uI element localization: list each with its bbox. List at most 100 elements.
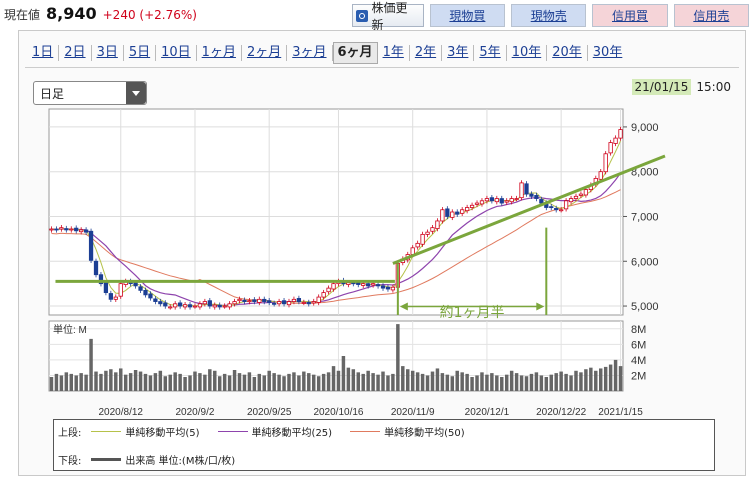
period-select[interactable]: 日足 [33,81,147,105]
range-annotation: 約1ヶ月半 [440,305,505,321]
candle-body [499,198,504,204]
volume-bar [89,338,93,391]
volume-tick-label: 6M [631,339,646,351]
candle-body [212,304,217,308]
tab-6[interactable]: 2ヶ月 [242,45,288,61]
candle-body [153,298,158,302]
volume-bar [316,376,321,391]
candle-body [504,200,509,203]
candle-body [207,300,212,307]
volume-bar [54,373,59,391]
volume-tick-label: 8M [631,324,646,336]
tab-14[interactable]: 20年 [547,45,588,61]
volume-bar [519,375,524,391]
tab-divider [25,67,739,68]
volume-bar [445,374,450,391]
time-tick-label: 2020/11/9 [391,407,435,418]
tab-2[interactable]: 3日 [92,45,124,61]
candle-body [187,304,193,308]
volume-bar [123,374,128,391]
volume-bar [173,372,177,391]
margin-sell-button[interactable]: 信用売 [673,4,749,27]
volume-bar [618,366,623,391]
candle-body [252,299,257,302]
chart-panel: 1日 2日 3日 5日 10日 1ヶ月 2ヶ月 3ヶ月 6ヶ月 1年 2年 3年 5年 10年 20年 30年… [18,30,746,476]
candle-body [83,229,89,233]
candle-body [583,189,589,196]
candle-body [415,242,420,248]
cash-sell-button[interactable]: 現物売 [511,4,587,27]
volume-bar [351,369,356,391]
candle-body [568,198,574,203]
tab-9[interactable]: 1年 [378,45,410,61]
tab-5[interactable]: 1ヶ月 [197,45,242,61]
volume-bar [420,373,425,391]
tab-3[interactable]: 5日 [124,45,157,61]
candle-body [103,282,109,294]
volume-bar [460,372,464,391]
tab-10[interactable]: 2年 [410,45,443,61]
candle-body [232,301,237,305]
candle-body [69,228,74,231]
candle-body [613,137,618,144]
period-select-value: 日足 [40,86,65,101]
volume-bar [287,373,291,391]
tab-1[interactable]: 2日 [59,45,92,61]
candle-body [385,286,391,290]
volume-tick-label: 4M [631,355,646,367]
refresh-label: 株価更新 [371,0,408,32]
volume-bar [307,373,311,391]
volume-bar [415,372,420,391]
tab-12[interactable]: 5年 [474,45,507,61]
legend-upper-row: 上段: 単純移動平均(5) 単純移動平均(25) 単純移動平均(50) [58,424,465,439]
volume-bar [252,377,257,391]
volume-bar [485,374,489,391]
volume-bar [193,371,197,391]
margin-buy-button[interactable]: 信用買 [592,4,668,27]
volume-bar [128,373,133,391]
tab-0[interactable]: 1日 [29,45,60,61]
cash-buy-button[interactable]: 現物買 [429,4,506,27]
candle-body [578,193,584,196]
candle-body [549,206,554,209]
candle-body [464,207,470,212]
volume-bar [544,377,549,391]
volume-bar [495,375,499,391]
tab-7[interactable]: 3ヶ月 [287,45,333,61]
volume-bar [302,371,306,391]
candle-body [509,198,514,203]
candle-body [519,182,524,199]
volume-bar [490,373,494,391]
candle-body [440,209,445,222]
tab-15[interactable]: 30年 [592,45,623,60]
volume-bar [321,373,326,391]
time-tick-label: 2020/12/22 [536,407,586,418]
volume-bar [366,370,370,391]
tab-4[interactable]: 10日 [156,45,197,61]
tab-13[interactable]: 10年 [507,45,548,61]
price-tick-label: 5,000 [631,301,659,313]
candle-body [286,301,292,306]
candle-body [301,302,306,304]
volume-bar [109,369,113,391]
tab-8[interactable]: 6ヶ月 [332,42,378,64]
candle-body [370,283,376,286]
volume-bar [386,375,390,391]
candle-body [445,208,450,217]
candle-body [598,171,603,180]
volume-bar [99,373,103,391]
refresh-button[interactable]: 株価更新 [352,1,424,32]
volume-bar [138,371,143,391]
volume-bar [500,377,504,391]
volume-bar [178,373,182,391]
candle-body [425,231,430,235]
volume-bar [391,373,395,391]
volume-bar [608,364,613,391]
price-change: +240 (+2.76%) [102,8,197,22]
volume-bar [183,377,187,391]
candle-body [311,301,316,304]
legend-lower-label: 下段: [58,456,82,467]
tab-11[interactable]: 3年 [442,45,475,61]
ma50-line [51,189,621,304]
candle-body [529,193,534,197]
